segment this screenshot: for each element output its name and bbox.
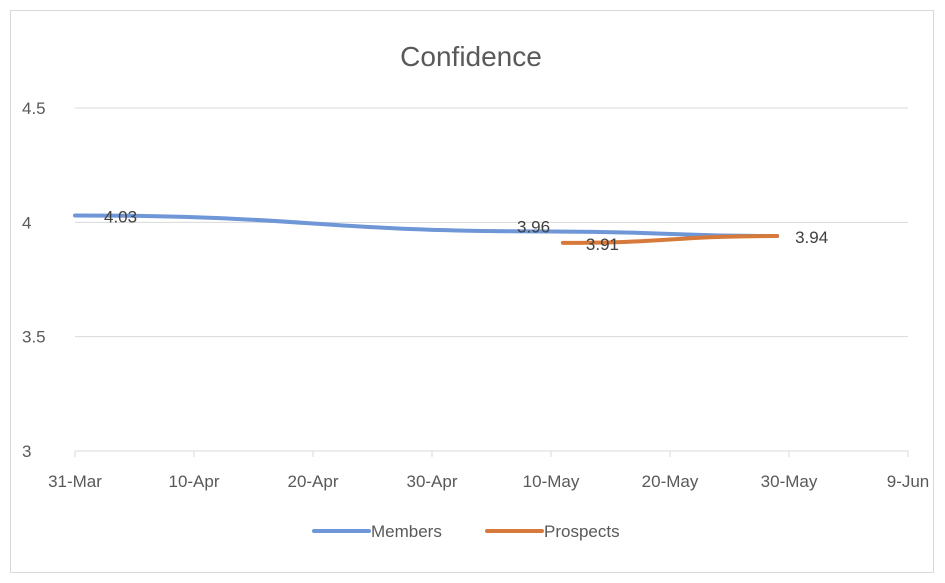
x-axis-ticks: 31-Mar 10-Apr 20-Apr 30-Apr 10-May 20-May 30-M… (48, 451, 929, 491)
data-label: 3.96 (517, 217, 550, 236)
x-tick-label: 10-May (523, 472, 580, 491)
legend-label-members: Members (371, 522, 442, 541)
x-tick-label: 10-Apr (168, 472, 219, 491)
x-tick-label: 20-May (642, 472, 699, 491)
gridlines (75, 107, 908, 452)
series-line-prospects (560, 234, 780, 245)
legend-label-prospects: Prospects (544, 522, 620, 541)
chart-frame (10, 10, 934, 573)
x-tick-label: 20-Apr (287, 472, 338, 491)
y-tick-label: 4 (22, 213, 31, 232)
y-tick-label: 3 (22, 442, 31, 461)
chart-title: Confidence (400, 41, 542, 72)
series-line-members (73, 213, 780, 239)
data-labels: 4.03 3.96 3.91 3.94 (104, 207, 828, 253)
legend: Members Prospects (312, 522, 620, 541)
data-label: 4.03 (104, 207, 137, 226)
data-label: 3.94 (795, 228, 828, 247)
series-lines (73, 213, 780, 245)
y-axis-ticks: 3 3.5 4 4.5 (22, 99, 46, 461)
x-tick-label: 30-May (761, 472, 818, 491)
y-tick-label: 3.5 (22, 328, 46, 347)
x-tick-label: 9-Jun (887, 472, 930, 491)
y-tick-label: 4.5 (22, 99, 46, 118)
x-tick-label: 30-Apr (406, 472, 457, 491)
data-label: 3.91 (586, 235, 619, 254)
x-tick-label: 31-Mar (48, 472, 102, 491)
